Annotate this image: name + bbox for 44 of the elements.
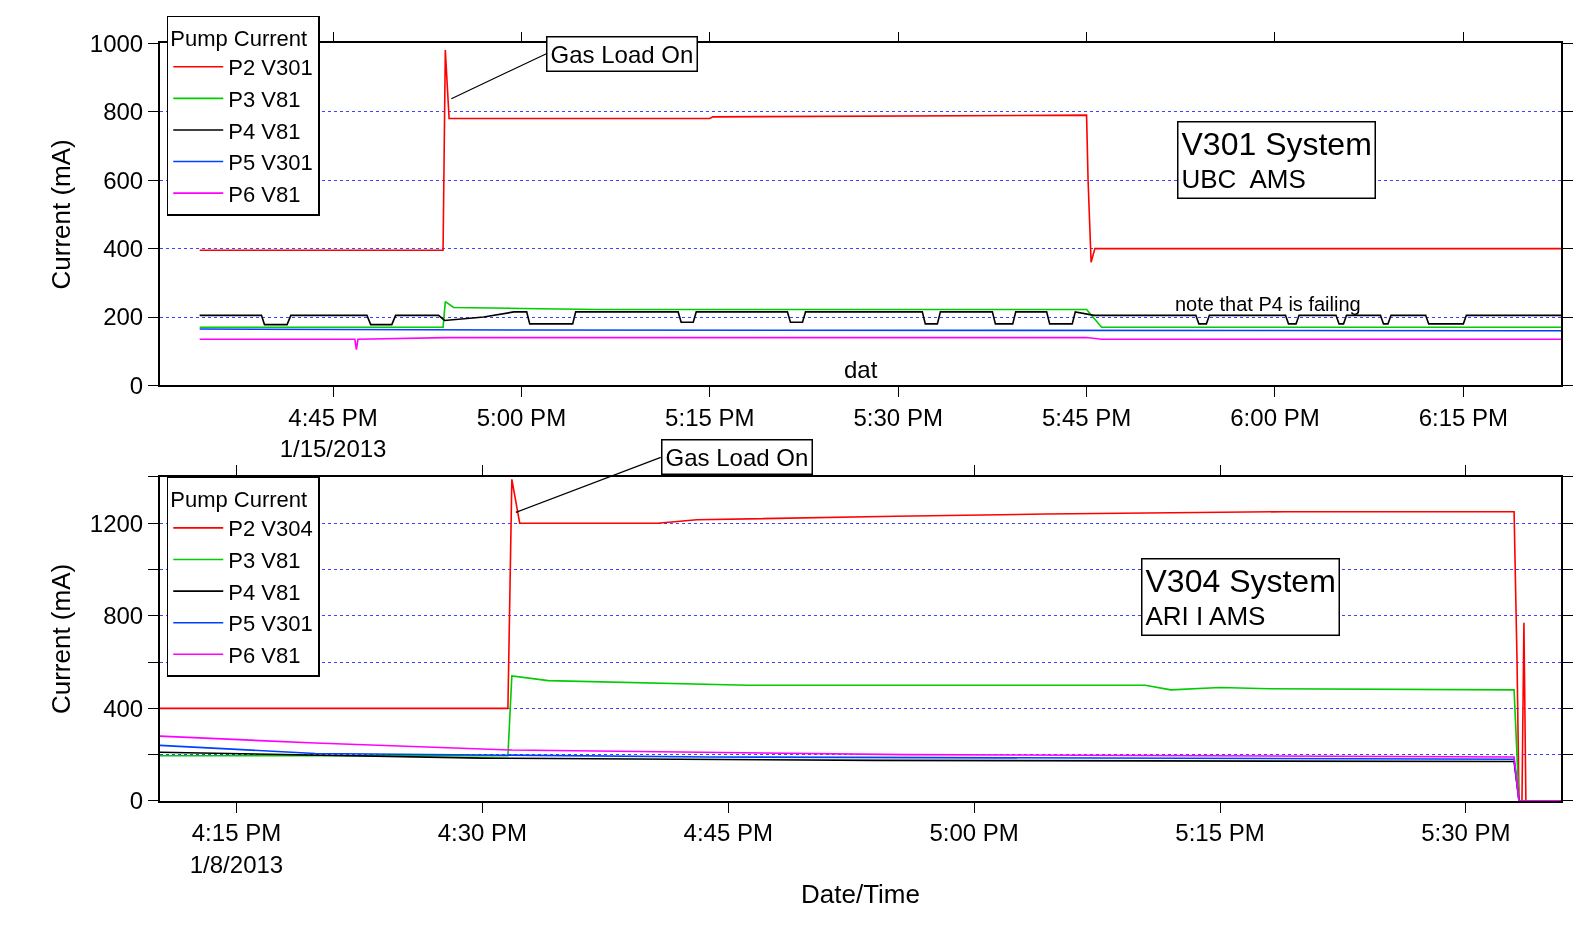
legend-title: Pump Current (170, 25, 308, 51)
legend-label: P5 V301 (228, 611, 313, 637)
annotation: Gas Load On (665, 443, 809, 471)
y-tick-label: 800 (103, 98, 144, 126)
legend-label: P4 V81 (228, 118, 301, 144)
y-tick-label: 400 (103, 235, 144, 263)
x-tick-label: 5:00 PM (929, 819, 1019, 847)
y-tick-label: 0 (129, 787, 144, 815)
y-axis-title: Current (mA) (45, 139, 76, 290)
legend-label: P2 V304 (228, 516, 313, 542)
legend-label: P2 V301 (228, 55, 313, 81)
legend-label: P3 V81 (228, 548, 301, 574)
annotation: Gas Load On (550, 40, 694, 68)
y-tick-label: 400 (103, 694, 144, 722)
annotation: V304 System ARI I AMS (1145, 562, 1336, 632)
legend-label: P3 V81 (228, 86, 301, 112)
legend-label: P5 V301 (228, 150, 313, 176)
x-tick-label: 6:00 PM (1230, 404, 1320, 432)
y-tick-label: 1000 (89, 29, 144, 57)
x-tick-label: 5:15 PM (1175, 819, 1265, 847)
y-tick-label: 1200 (89, 509, 144, 537)
x-tick-label: 4:45 PM 1/15/2013 (279, 404, 387, 463)
x-tick-label: 5:30 PM (853, 404, 943, 432)
y-tick-label: 600 (103, 166, 144, 194)
x-tick-label: 5:00 PM (476, 404, 567, 432)
y-tick-label: 200 (103, 303, 144, 331)
x-tick-label: 6:15 PM (1418, 404, 1509, 432)
annotation: dat (844, 356, 878, 383)
x-tick-label: 5:30 PM (1421, 819, 1511, 847)
x-axis-title: Date/Time (801, 878, 920, 909)
y-axis-title: Current (mA) (45, 563, 76, 715)
x-tick-label: 5:15 PM (665, 404, 755, 432)
legend-label: P6 V81 (228, 181, 301, 207)
x-tick-label: 4:45 PM (683, 819, 773, 847)
x-tick-label: 5:45 PM (1041, 404, 1132, 432)
y-tick-label: 0 (129, 371, 144, 399)
annotation: note that P4 is failing (1175, 293, 1361, 315)
y-tick-label: 800 (103, 602, 144, 630)
legend-title: Pump Current (170, 487, 308, 513)
annotation: V301 System UBC AMS (1181, 125, 1372, 195)
legend-label: P4 V81 (228, 579, 301, 605)
x-tick-label: 4:30 PM (437, 819, 528, 847)
x-tick-label: 4:15 PM 1/8/2013 (189, 819, 284, 878)
legend-label: P6 V81 (228, 642, 301, 668)
